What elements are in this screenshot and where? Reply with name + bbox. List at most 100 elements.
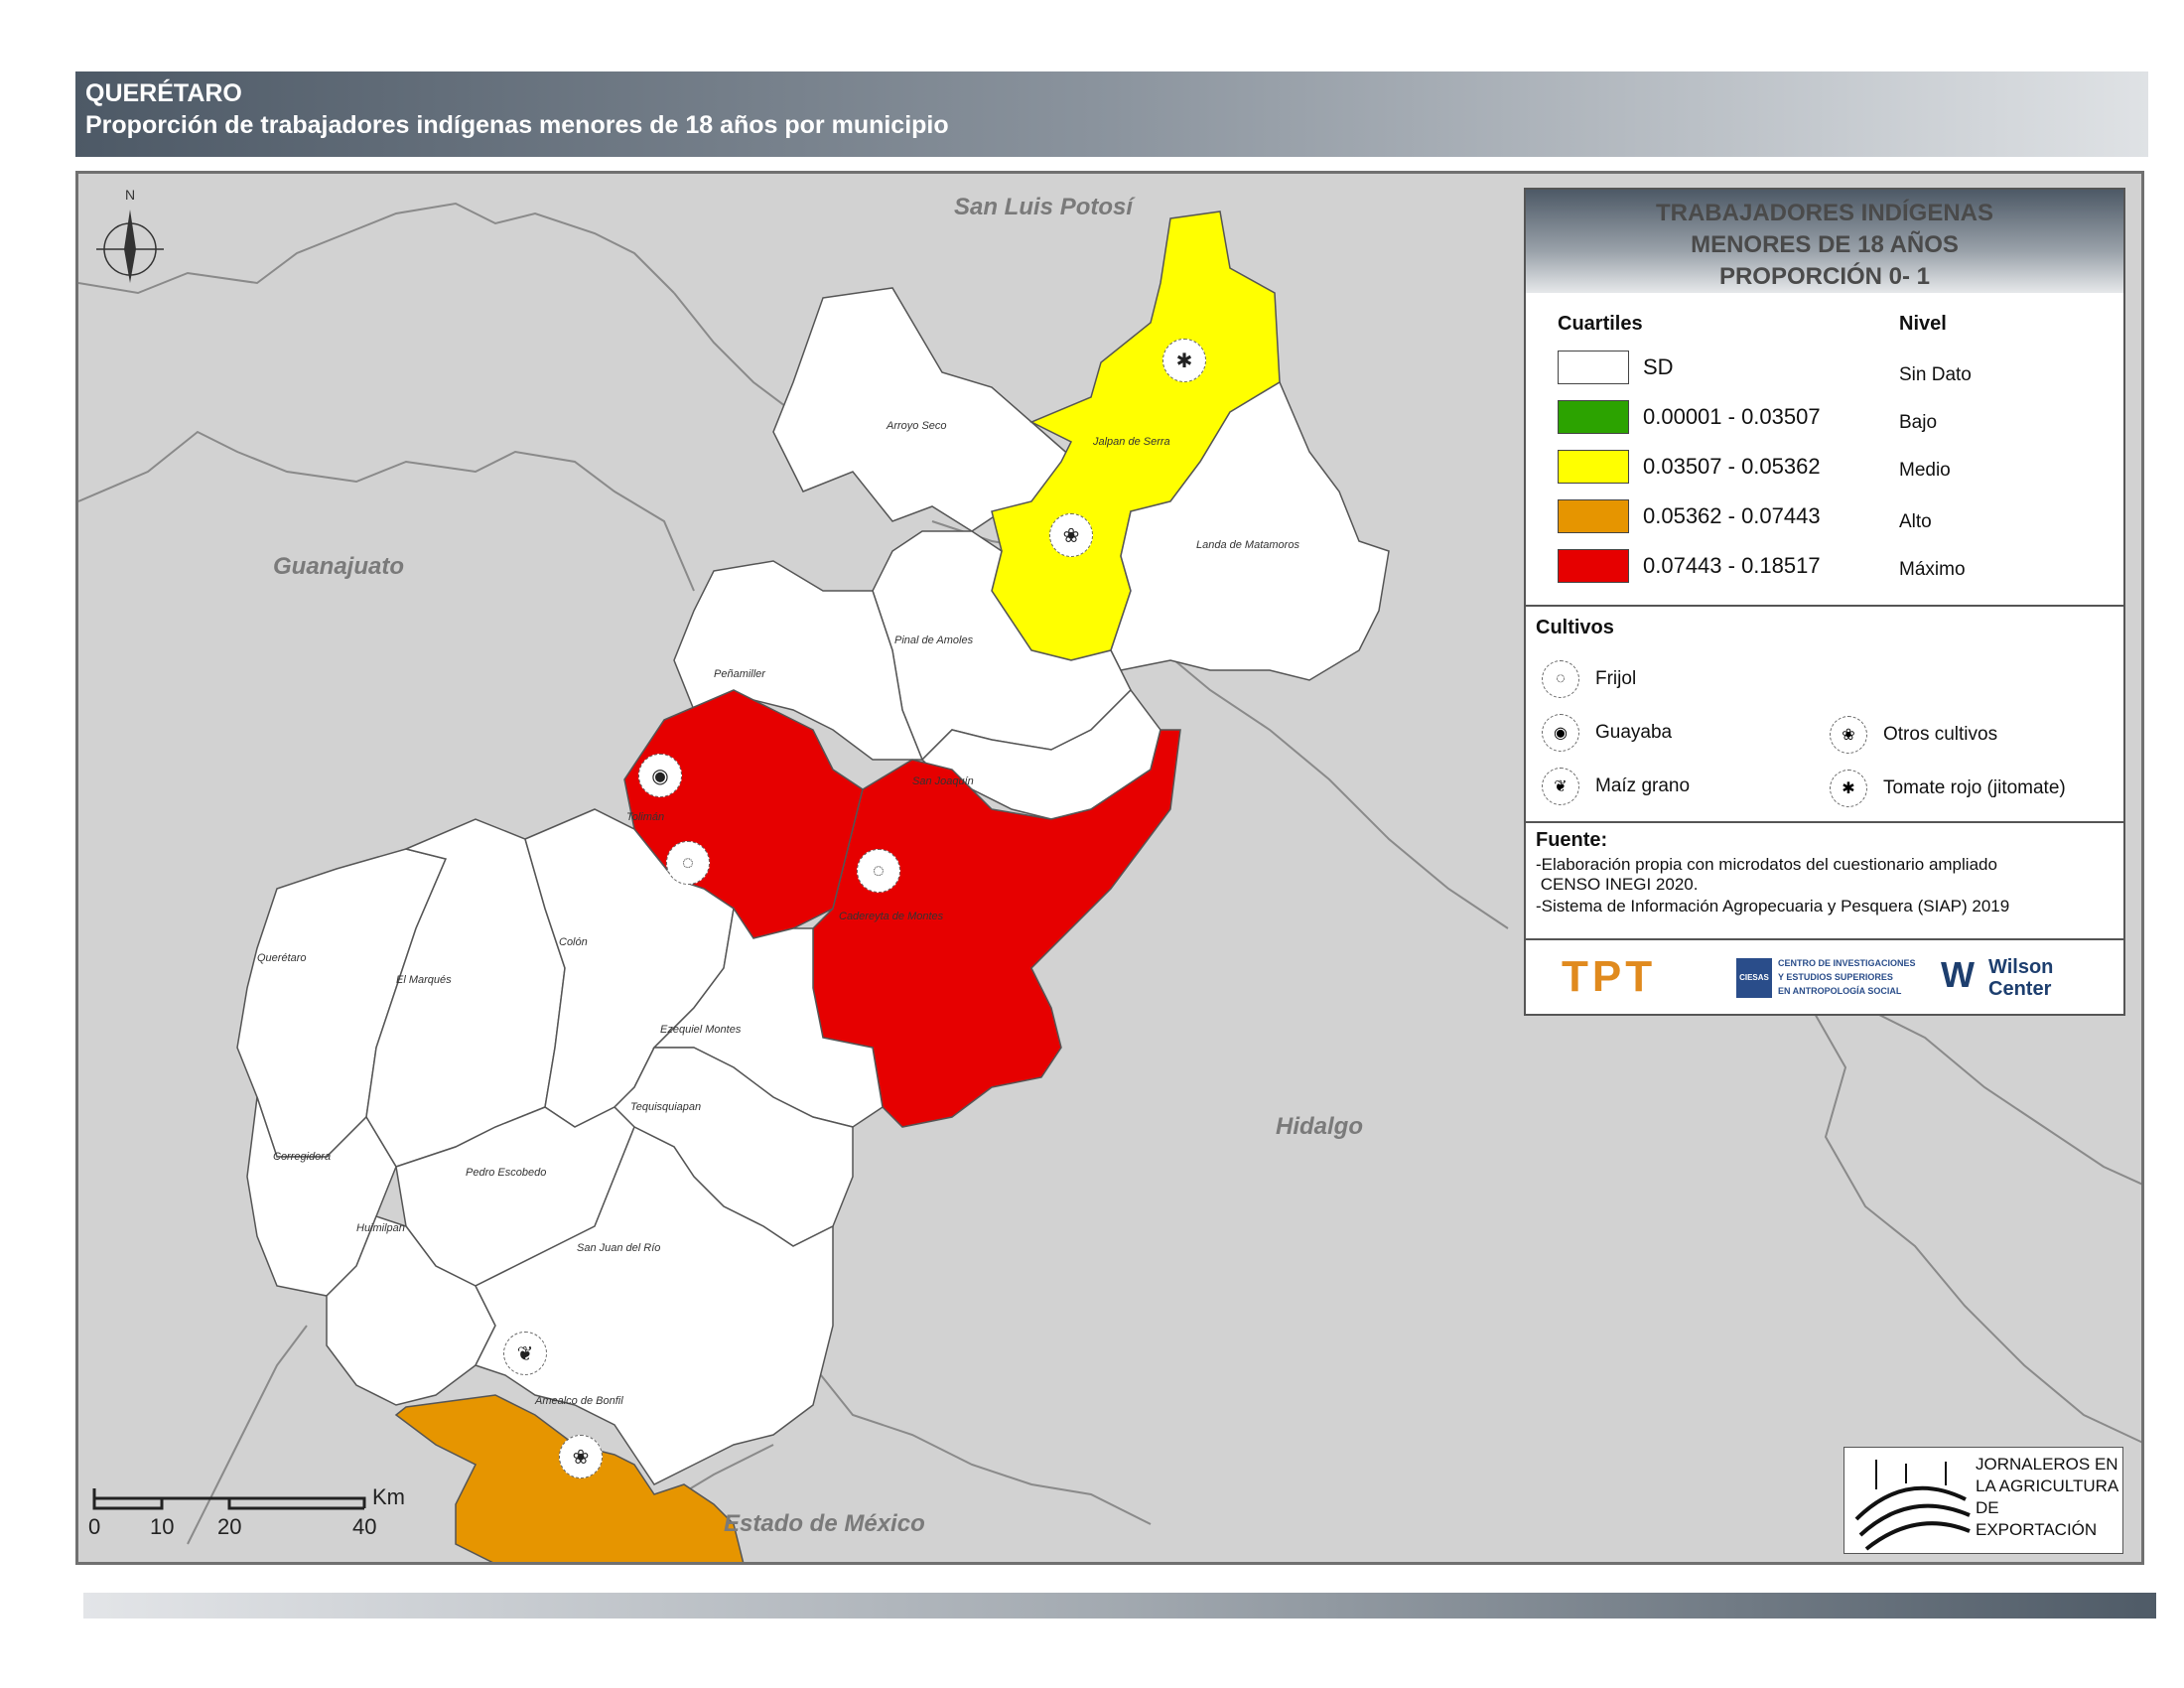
frijol-icon: ◌ xyxy=(666,841,710,885)
level-header: Nivel xyxy=(1899,313,1947,335)
legend-title-line-1: TRABAJADORES INDÍGENAS xyxy=(1655,200,1994,226)
label-landa: Landa de Matamoros xyxy=(1196,539,1299,551)
jornaleros-line-1: JORNALEROS EN xyxy=(1976,1455,2118,1474)
label-huimilpan: Huimilpan xyxy=(356,1222,405,1234)
label-cadereyta: Cadereyta de Montes xyxy=(839,911,944,922)
ciesas-text: CENTRO DE INVESTIGACIONES Y ESTUDIOS SUP… xyxy=(1778,956,1916,998)
wilson-logo-icon: W xyxy=(1941,954,1975,995)
legend-title-line-2: MENORES DE 18 AÑOS xyxy=(1691,231,1959,258)
ciesas-line-2: Y ESTUDIOS SUPERIORES xyxy=(1778,972,1893,982)
maiz-icon: ❦ xyxy=(1542,768,1579,805)
scale-tick-40: 40 xyxy=(352,1514,377,1539)
level-medio: Medio xyxy=(1899,460,1951,481)
label-pinal: Pinal de Amoles xyxy=(894,634,974,646)
range-alto: 0.05362 - 0.07443 xyxy=(1643,503,1821,528)
range-sd: SD xyxy=(1643,354,1674,379)
legend-title-line-3: PROPORCIÓN 0- 1 xyxy=(1718,263,1931,290)
otros-cultivos-icon: ❀ xyxy=(1830,716,1867,754)
jornaleros-line-2: LA AGRICULTURA xyxy=(1976,1477,2119,1495)
scale-tick-20: 20 xyxy=(217,1514,242,1539)
otros-cultivos-icon: ❀ xyxy=(1049,513,1093,557)
municipality-san-juan-del-rio xyxy=(474,1125,834,1485)
maiz-icon: ❦ xyxy=(503,1332,547,1375)
source-header: Fuente: xyxy=(1536,829,1608,851)
scale-tick-10: 10 xyxy=(150,1514,175,1539)
swatch-medio xyxy=(1558,450,1629,484)
source-line-1: -Elaboración propia con microdatos del c… xyxy=(1536,855,1997,874)
range-maximo: 0.07443 - 0.18517 xyxy=(1643,553,1821,578)
partner-logos: TPT CIESAS CENTRO DE INVESTIGACIONES Y E… xyxy=(1524,938,2125,1016)
crops-header: Cultivos xyxy=(1536,617,1614,638)
title-banner: QUERÉTARO Proporción de trabajadores ind… xyxy=(75,71,2148,157)
legend-divider xyxy=(1526,605,2123,607)
label-corregidora: Corregidora xyxy=(273,1151,332,1163)
map-canvas xyxy=(78,202,2141,1562)
wilson-center-text: Wilson Center xyxy=(1988,956,2053,1000)
level-maximo: Máximo xyxy=(1899,559,1966,580)
label-jalpan: Jalpan de Serra xyxy=(1093,436,1170,448)
state-title: QUERÉTARO xyxy=(85,79,242,107)
crop-label-guayaba: Guayaba xyxy=(1595,722,1673,743)
jornaleros-text: JORNALEROS EN LA AGRICULTURA DE EXPORTAC… xyxy=(1976,1454,2122,1541)
range-medio: 0.03507 - 0.05362 xyxy=(1643,454,1821,479)
scale-bar: 0 10 20 40 Km xyxy=(88,1484,410,1550)
label-toliman: Tolimán xyxy=(626,811,665,823)
label-guanajuato: Guanajuato xyxy=(273,553,405,580)
legend-divider xyxy=(1526,821,2123,823)
north-arrow-icon: N xyxy=(96,187,164,283)
label-ezequiel-montes: Ezequiel Montes xyxy=(660,1024,742,1036)
map-subtitle: Proporción de trabajadores indígenas men… xyxy=(85,111,949,139)
swatch-maximo xyxy=(1558,549,1629,583)
jornaleros-line-3: DE EXPORTACIÓN xyxy=(1976,1498,2098,1539)
label-hidalgo: Hidalgo xyxy=(1276,1113,1363,1140)
tomate-icon: ✱ xyxy=(1162,339,1206,382)
scale-bar-graphic xyxy=(92,1488,366,1510)
label-san-luis-potosi: San Luis Potosí xyxy=(954,194,1134,220)
level-bajo: Bajo xyxy=(1899,412,1938,433)
swatch-sd xyxy=(1558,351,1629,384)
ciesas-line-3: EN ANTROPOLOGÍA SOCIAL xyxy=(1778,986,1902,996)
ciesas-line-1: CENTRO DE INVESTIGACIONES xyxy=(1778,958,1916,968)
municipality-polygons xyxy=(236,211,1390,1562)
tpt-logo: TPT xyxy=(1562,952,1657,1001)
quartiles-header: Cuartiles xyxy=(1558,313,1643,335)
legend-panel: TRABAJADORES INDÍGENAS MENORES DE 18 AÑO… xyxy=(1524,188,2125,1010)
swatch-alto xyxy=(1558,499,1629,533)
label-el-marques: El Marqués xyxy=(396,974,452,986)
tomate-icon: ✱ xyxy=(1830,770,1867,807)
swatch-bajo xyxy=(1558,400,1629,434)
level-sd: Sin Dato xyxy=(1899,364,1972,385)
wilson-line-2: Center xyxy=(1988,978,2052,1000)
crop-label-otros: Otros cultivos xyxy=(1883,724,1998,745)
legend-title: TRABAJADORES INDÍGENAS MENORES DE 18 AÑO… xyxy=(1526,190,2123,293)
svg-text:N: N xyxy=(125,187,135,203)
label-penamiller: Peñamiller xyxy=(714,668,765,680)
label-tequisquiapan: Tequisquiapan xyxy=(630,1101,702,1113)
level-alto: Alto xyxy=(1899,511,1932,532)
scale-unit: Km xyxy=(372,1484,405,1509)
label-pedro-escobedo: Pedro Escobedo xyxy=(466,1167,547,1179)
guayaba-icon: ◉ xyxy=(1542,714,1579,752)
footer-bar xyxy=(83,1593,2156,1618)
crop-label-frijol: Frijol xyxy=(1595,668,1637,689)
range-bajo: 0.00001 - 0.03507 xyxy=(1643,404,1821,429)
scale-tick-0: 0 xyxy=(88,1514,101,1539)
crop-label-tomate: Tomate rojo (jitomate) xyxy=(1883,777,2066,798)
wilson-line-1: Wilson xyxy=(1988,956,2054,978)
label-arroyo-seco: Arroyo Seco xyxy=(887,420,947,432)
source-line-2: CENSO INEGI 2020. xyxy=(1536,875,1699,894)
municipality-landa-de-matamoros xyxy=(1110,380,1390,681)
municipality-penamiller xyxy=(673,560,924,761)
label-amealco: Amealco de Bonfil xyxy=(535,1395,623,1407)
source-line-3: -Sistema de Información Agropecuaria y P… xyxy=(1536,897,2010,915)
jornaleros-logo-icon xyxy=(1854,1460,1971,1551)
label-queretaro: Querétaro xyxy=(257,952,307,964)
label-san-juan-del-rio: San Juan del Río xyxy=(577,1242,661,1254)
label-san-joaquin: San Joaquín xyxy=(912,775,974,787)
map-frame[interactable]: San Luis Potosí Guanajuato Hidalgo Estad… xyxy=(75,171,2144,1565)
otros-cultivos-icon: ❀ xyxy=(559,1435,603,1478)
frijol-icon: ◌ xyxy=(1542,660,1579,698)
label-estado-de-mexico: Estado de México xyxy=(724,1510,925,1537)
frijol-icon: ◌ xyxy=(857,849,900,893)
ciesas-logo: CIESAS xyxy=(1736,958,1772,998)
